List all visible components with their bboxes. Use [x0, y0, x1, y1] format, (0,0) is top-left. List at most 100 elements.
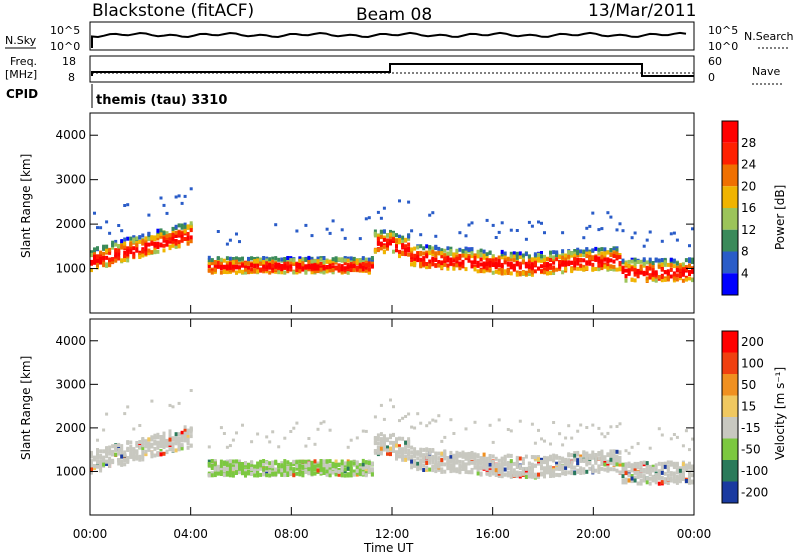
range-gate-cell — [99, 453, 103, 458]
range-gate-cell — [346, 265, 350, 269]
range-gate-cell — [238, 459, 241, 464]
range-gate-cell — [382, 244, 386, 249]
range-gate-cell — [219, 260, 223, 265]
range-gate-cell — [491, 270, 495, 275]
range-gate-cell — [325, 259, 329, 264]
range-gate-cell — [681, 444, 685, 448]
range-gate-cell — [440, 451, 444, 456]
range-gate-cell — [114, 242, 118, 247]
range-gate-cell — [527, 264, 531, 269]
range-gate-cell — [189, 389, 193, 392]
range-gate-cell — [540, 269, 543, 274]
range-gate-cell — [645, 268, 649, 273]
range-gate-cell — [597, 256, 601, 261]
range-gate-cell — [524, 264, 528, 269]
range-gate-cell — [268, 465, 272, 470]
range-gate-cell — [174, 234, 178, 238]
range-gate-cell — [241, 260, 244, 265]
range-gate-cell — [322, 270, 326, 275]
range-gate-cell — [627, 271, 631, 275]
range-gate-cell — [355, 461, 359, 466]
range-gate-cell — [488, 262, 492, 267]
range-gate-cell — [361, 267, 365, 272]
range-gate-cell — [159, 196, 163, 200]
range-gate-cell — [138, 457, 142, 462]
range-gate-cell — [358, 463, 362, 468]
range-gate-cell — [247, 465, 250, 470]
range-gate-cell — [319, 257, 323, 262]
range-gate-cell — [582, 267, 586, 272]
range-gate-cell — [479, 269, 483, 274]
colorbar-tick-label: -100 — [741, 464, 768, 478]
colorbar-swatch — [722, 186, 738, 208]
range-gate-cell — [449, 469, 453, 474]
range-gate-cell — [600, 454, 604, 459]
range-gate-cell — [691, 437, 694, 441]
colorbar-tick-label: 8 — [741, 245, 749, 259]
range-gate-cell — [168, 432, 172, 436]
range-gate-cell — [503, 462, 507, 467]
range-gate-cell — [552, 458, 556, 463]
range-gate-cell — [506, 472, 510, 477]
range-gate-cell — [376, 437, 380, 441]
range-gate-cell — [331, 470, 335, 475]
range-gate-cell — [555, 267, 559, 272]
range-gate-cell — [461, 264, 465, 269]
range-gate-cell — [509, 271, 513, 276]
range-gate-cell — [90, 268, 93, 273]
range-gate-cell — [425, 452, 429, 457]
range-gate-cell — [180, 437, 184, 442]
range-gate-cell — [688, 477, 691, 482]
range-gate-cell — [117, 224, 121, 227]
range-gate-cell — [561, 443, 565, 447]
range-gate-cell — [265, 435, 269, 439]
range-gate-cell — [425, 262, 429, 266]
range-gate-cell — [630, 259, 634, 264]
range-gate-cell — [621, 466, 625, 471]
range-gate-cell — [392, 447, 395, 452]
range-gate-cell — [518, 472, 522, 477]
range-gate-cell — [207, 260, 211, 265]
range-gate-cell — [506, 262, 510, 267]
range-gate-cell — [431, 246, 435, 251]
range-gate-cell — [464, 256, 468, 261]
range-gate-cell — [594, 460, 598, 465]
range-gate-cell — [603, 467, 607, 472]
range-gate-cell — [244, 468, 247, 473]
range-gate-cell — [398, 436, 401, 441]
range-gate-cell — [277, 263, 281, 268]
range-gate-cell — [600, 461, 604, 466]
range-gate-cell — [678, 473, 682, 478]
range-gate-cell — [425, 265, 429, 270]
range-gate-cell — [213, 260, 217, 265]
range-gate-cell — [422, 457, 426, 462]
range-gate-cell — [540, 254, 543, 259]
range-gate-cell — [669, 267, 673, 272]
range-gate-cell — [515, 455, 519, 460]
range-gate-cell — [506, 268, 510, 273]
range-gate-cell — [585, 469, 589, 474]
range-gate-cell — [422, 447, 426, 452]
range-gate-cell — [591, 455, 595, 460]
range-gate-cell — [543, 474, 546, 479]
range-gate-cell — [642, 261, 646, 266]
range-gate-cell — [425, 461, 429, 465]
range-gate-cell — [343, 461, 347, 466]
range-gate-cell — [367, 261, 371, 266]
range-gate-cell — [150, 437, 154, 442]
range-gate-cell — [691, 480, 694, 485]
range-gate-cell — [624, 471, 628, 476]
range-gate-cell — [524, 261, 528, 266]
range-gate-cell — [295, 421, 299, 425]
range-gate-cell — [334, 266, 338, 271]
range-gate-cell — [509, 467, 513, 472]
range-gate-cell — [633, 468, 637, 473]
range-gate-cell — [352, 472, 356, 477]
range-gate-cell — [540, 465, 543, 470]
range-gate-cell — [373, 229, 377, 234]
range-gate-cell — [512, 258, 516, 263]
range-gate-cell — [138, 252, 142, 257]
range-gate-cell — [452, 465, 456, 470]
range-gate-cell — [591, 423, 595, 427]
range-gate-cell — [283, 459, 287, 464]
